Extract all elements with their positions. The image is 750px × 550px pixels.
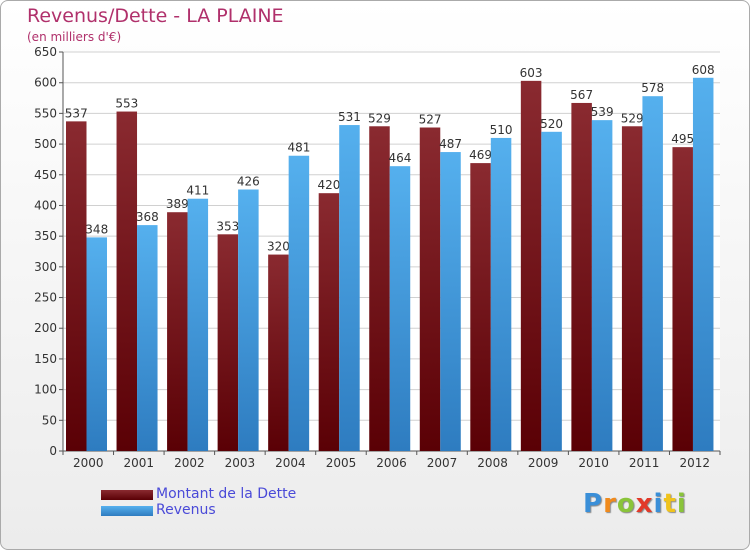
data-label-dette: 603	[520, 66, 543, 80]
data-label-revenus: 531	[338, 110, 361, 124]
y-tick-label: 350	[34, 229, 57, 243]
data-label-revenus: 464	[389, 151, 412, 165]
data-label-revenus: 426	[237, 175, 260, 189]
y-tick-label: 300	[34, 260, 57, 274]
data-label-revenus: 510	[490, 123, 513, 137]
legend-swatch-dette	[101, 490, 153, 500]
bar-revenus	[339, 125, 360, 451]
data-label-dette: 537	[65, 106, 88, 120]
logo-letter: o	[616, 489, 636, 519]
legend-swatch-revenus	[101, 506, 153, 516]
data-label-revenus: 348	[85, 222, 108, 236]
x-tick-label: 2004	[275, 456, 306, 470]
data-label-revenus: 578	[641, 81, 664, 95]
x-tick-label: 2003	[225, 456, 256, 470]
data-label-revenus: 608	[692, 63, 715, 77]
bar-dette	[217, 234, 239, 451]
data-label-dette: 529	[621, 111, 644, 125]
bar-dette	[268, 254, 289, 451]
data-label-dette: 420	[317, 178, 340, 192]
x-tick-label: 2002	[174, 456, 205, 470]
y-tick-label: 450	[34, 168, 57, 182]
data-label-dette: 495	[671, 132, 694, 146]
legend-label-dette: Montant de la Dette	[156, 486, 297, 502]
y-tick-label: 200	[34, 321, 57, 335]
y-tick-label: 400	[34, 198, 57, 212]
x-tick-label: 2008	[477, 456, 508, 470]
bar-dette	[419, 127, 441, 451]
bar-revenus	[288, 155, 310, 452]
logo-letter: i	[653, 489, 664, 519]
bar-revenus	[490, 137, 512, 451]
y-tick-label: 0	[49, 444, 57, 458]
y-tick-label: 500	[34, 137, 57, 151]
bar-revenus	[440, 152, 461, 451]
bar-dette	[672, 147, 693, 451]
bar-dette	[116, 111, 138, 451]
bar-dette	[167, 212, 188, 451]
bar-revenus	[591, 120, 613, 451]
x-tick-label: 2005	[326, 456, 357, 470]
data-label-dette: 320	[267, 240, 290, 254]
x-tick-label: 2009	[528, 456, 559, 470]
data-label-dette: 529	[368, 111, 391, 125]
y-tick-label: 550	[34, 106, 57, 120]
proxiti-logo: Proxiti	[583, 489, 687, 519]
logo-letter: i	[676, 489, 687, 519]
y-tick-label: 150	[34, 352, 57, 366]
y-tick-label: 250	[34, 291, 57, 305]
x-tick-label: 2001	[124, 456, 155, 470]
bar-revenus	[86, 237, 107, 451]
y-tick-label: 100	[34, 383, 57, 397]
data-label-revenus: 487	[439, 137, 462, 151]
data-label-dette: 469	[469, 148, 492, 162]
bar-revenus	[238, 189, 259, 452]
legend-label-revenus: Revenus	[156, 502, 216, 518]
bar-revenus	[541, 131, 562, 452]
bar-dette	[621, 126, 643, 451]
data-label-revenus: 481	[287, 141, 310, 155]
data-label-dette: 389	[166, 197, 189, 211]
bar-dette	[318, 193, 340, 451]
bar-revenus	[187, 198, 209, 451]
y-tick-label: 650	[34, 45, 57, 59]
chart-subtitle: (en milliers d'€)	[27, 30, 122, 44]
x-tick-label: 2012	[679, 456, 710, 470]
x-tick-label: 2000	[73, 456, 104, 470]
bar-dette	[66, 121, 87, 451]
logo-letter: x	[635, 489, 654, 519]
y-tick-label: 600	[34, 76, 57, 90]
bar-revenus	[137, 225, 158, 451]
data-label-revenus: 520	[540, 117, 563, 131]
logo-letter: t	[663, 489, 677, 519]
data-label-dette: 527	[419, 113, 442, 127]
x-tick-label: 2010	[578, 456, 609, 470]
x-tick-label: 2007	[427, 456, 458, 470]
data-label-dette: 353	[216, 219, 239, 233]
bar-dette	[470, 163, 491, 452]
logo-letter: r	[603, 489, 617, 519]
y-tick-label: 50	[42, 413, 57, 427]
x-tick-label: 2011	[629, 456, 660, 470]
data-label-dette: 553	[115, 97, 138, 111]
data-label-revenus: 539	[591, 105, 614, 119]
bar-dette	[520, 80, 542, 451]
x-tick-label: 2006	[376, 456, 407, 470]
data-label-revenus: 411	[186, 184, 209, 198]
bar-dette	[571, 102, 592, 452]
chart-title: Revenus/Dette - LA PLAINE	[27, 5, 284, 27]
bar-revenus	[642, 96, 663, 451]
bar-revenus	[692, 77, 714, 451]
data-label-revenus: 368	[136, 210, 159, 224]
bar-dette	[369, 126, 390, 451]
bar-revenus	[389, 166, 411, 451]
logo-letter: P	[583, 489, 604, 519]
data-label-dette: 567	[570, 88, 593, 102]
